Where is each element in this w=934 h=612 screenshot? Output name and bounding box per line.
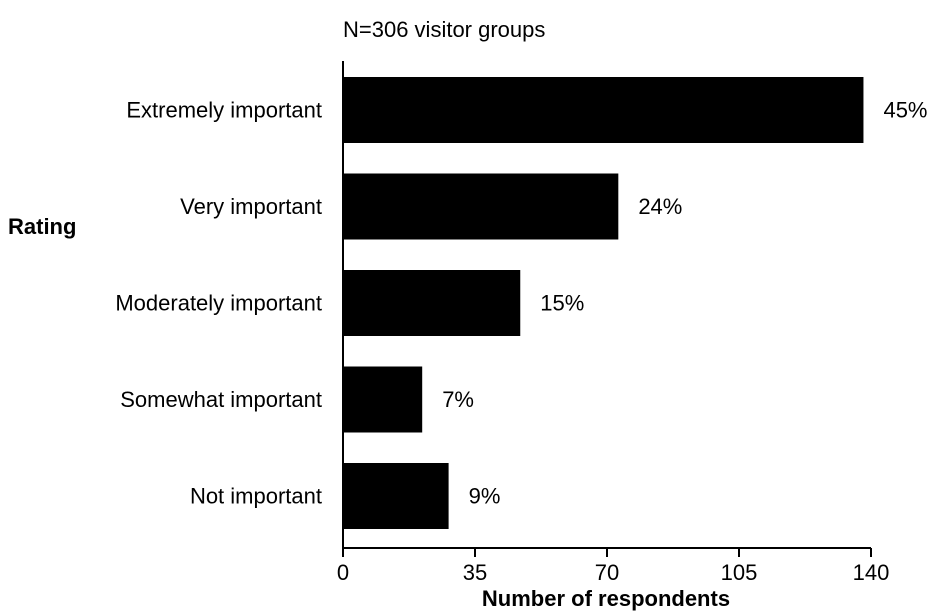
data-label: 7% xyxy=(442,387,474,412)
category-label: Somewhat important xyxy=(120,387,322,412)
x-tick-label: 140 xyxy=(853,560,890,585)
category-label: Moderately important xyxy=(115,291,322,316)
x-ticks-group: 0 35 70 105 140 xyxy=(337,548,889,585)
x-axis-title: Number of respondents xyxy=(482,586,730,611)
bar xyxy=(343,270,521,336)
bars-group: Extremely important 45% Very important 24% M… xyxy=(115,77,928,529)
x-tick-label: 35 xyxy=(463,560,487,585)
data-label: 9% xyxy=(469,484,501,509)
chart-subtitle: N=306 visitor groups xyxy=(343,17,545,42)
data-label: 15% xyxy=(540,291,584,316)
category-label: Extremely important xyxy=(126,98,322,123)
category-label: Not important xyxy=(190,484,322,509)
y-axis-title: Rating xyxy=(8,214,76,239)
x-tick-label: 70 xyxy=(595,560,619,585)
data-label: 45% xyxy=(883,98,927,123)
bar xyxy=(343,366,423,433)
bar xyxy=(343,463,449,529)
x-tick-label: 105 xyxy=(721,560,758,585)
x-tick-label: 0 xyxy=(337,560,349,585)
data-label: 24% xyxy=(638,194,682,219)
bar xyxy=(343,77,864,143)
category-label: Very important xyxy=(180,194,322,219)
bar xyxy=(343,173,619,240)
